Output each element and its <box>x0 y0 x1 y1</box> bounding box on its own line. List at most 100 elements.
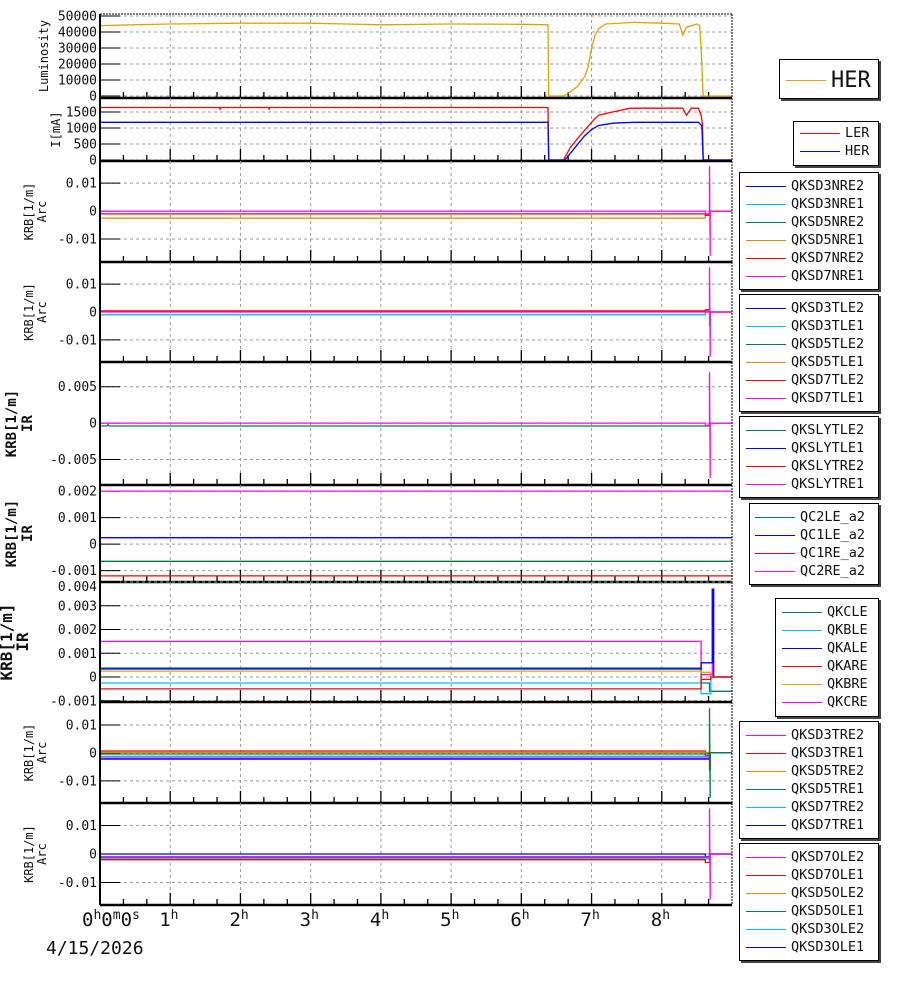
legend-label: QKALE <box>827 640 868 656</box>
legend-swatch <box>746 185 786 187</box>
legend-label: QKSD5NRE1 <box>791 232 865 248</box>
y-tick-label: -0.01 <box>58 774 97 789</box>
legend-panel-9: QKSD7OLE2 QKSD7OLE1 QKSD5OLE2 QKSD5OLE1 QKSD… <box>739 843 879 961</box>
y-tick-label: 0 <box>89 205 97 220</box>
legend-label: QKCRE <box>827 694 868 710</box>
legend-item: QKBLE <box>782 621 868 639</box>
y-axis-label: I[mA] <box>49 111 63 147</box>
legend-label: QKSD5TRE1 <box>791 781 865 797</box>
series-line-qkslytre1 <box>100 372 732 478</box>
legend-label: QKSD3OLE1 <box>791 939 865 955</box>
legend-label: QKSD3NRE2 <box>791 178 865 194</box>
x-tick-label: 0h0m0s <box>82 908 140 931</box>
legend-item: QKSD5TLE1 <box>746 353 864 371</box>
legend-swatch <box>746 752 786 754</box>
legend-item: QKSD5TRE2 <box>746 762 864 780</box>
legend-label: QC1LE_a2 <box>800 527 866 543</box>
legend-item: QKSD7OLE1 <box>746 866 864 884</box>
y-tick-label: 20000 <box>58 58 97 73</box>
y-tick-label: 0.002 <box>58 623 97 638</box>
series-line-her <box>100 21 732 97</box>
legend-item: QKCRE <box>782 693 868 711</box>
series-line-qkble <box>100 676 732 695</box>
legend-item: QKSD3TRE2 <box>746 726 864 744</box>
series-line-qksd5nre1 <box>100 210 732 219</box>
legend-label: QKSD3TLE2 <box>791 300 865 316</box>
legend-label: QKSD7TRE2 <box>791 799 865 815</box>
y-tick-label: 0.005 <box>58 380 97 395</box>
series-line-qkale <box>100 588 732 678</box>
legend-label: QKSD7OLE2 <box>791 849 865 865</box>
y-tick-label: 0.01 <box>66 718 97 733</box>
legend-label: QKSD7TLE2 <box>791 372 865 388</box>
legend-item: QKSD5TLE2 <box>746 335 864 353</box>
series-line-qksd5tre1 <box>100 708 732 798</box>
legend-item: QKSD3NRE2 <box>746 177 864 195</box>
legend-item: QKSD3OLE2 <box>746 920 864 938</box>
legend-label: QKSD5OLE1 <box>791 903 865 919</box>
y-tick-label: 1000 <box>66 122 97 137</box>
y-axis-label: KRB[1/m] <box>0 603 16 680</box>
legend-item: QKSLYTRE2 <box>746 457 864 475</box>
y-tick-label: 50000 <box>58 10 97 25</box>
y-tick-label: 0.01 <box>66 819 97 834</box>
legend-label: QKSD5TLE1 <box>791 354 865 370</box>
legend-swatch <box>746 397 786 399</box>
series-line-qksd7nre1 <box>100 166 732 256</box>
legend-item: QKSD7OLE2 <box>746 848 864 866</box>
y-tick-label: 40000 <box>58 26 97 41</box>
legend-item: QKARE <box>782 657 868 675</box>
y-tick-label: 0.001 <box>58 647 97 662</box>
legend-swatch <box>782 611 822 613</box>
x-tick-label: 6h <box>510 908 530 931</box>
legend-panel-6: QC2LE_a2 QC1LE_a2 QC1RE_a2 QC2RE_a2 <box>749 503 879 585</box>
legend-swatch <box>746 770 786 772</box>
legend-label: QKSD5TRE2 <box>791 763 865 779</box>
legend-label: QKSD3TRE1 <box>791 745 865 761</box>
legend-label: LER <box>845 125 870 141</box>
series-line-her <box>100 121 732 161</box>
y-tick-label: 0.01 <box>66 177 97 192</box>
legend-item: QKSD7NRE1 <box>746 267 864 285</box>
legend-swatch <box>746 465 786 467</box>
legend-item: QKBRE <box>782 675 868 693</box>
y-axis-label: KRB[1/m] <box>22 825 36 883</box>
legend-swatch <box>746 221 786 223</box>
legend-item: QKCLE <box>782 603 868 621</box>
legend-item: QKSD7TRE1 <box>746 816 864 834</box>
series-line-ler <box>100 106 732 161</box>
legend-swatch <box>746 856 786 858</box>
legend-label: QKBRE <box>827 676 868 692</box>
legend-panel-1: HER <box>779 59 879 99</box>
legend-label: HER <box>845 143 870 159</box>
legend-panel-7: QKCLE QKBLE QKALE QKARE QKBRE QKCRE <box>775 598 879 717</box>
y-tick-label: 0 <box>89 538 97 553</box>
legend-item: QC2RE_a2 <box>755 562 865 580</box>
legend-item: LER <box>800 124 869 142</box>
series-line-qksd3tle1 <box>100 309 732 327</box>
legend-label: QKSLYTLE1 <box>791 440 865 456</box>
legend-label: QC1RE_a2 <box>800 545 866 561</box>
legend-label: QKSD5OLE2 <box>791 885 865 901</box>
y-tick-label: -0.01 <box>58 876 97 891</box>
legend-label: QC2RE_a2 <box>800 563 866 579</box>
legend-item: QKSD5TRE1 <box>746 780 864 798</box>
y-tick-label: 0.002 <box>58 485 97 500</box>
legend-swatch <box>755 570 795 572</box>
legend-swatch <box>746 239 786 241</box>
legend-panel-5: QKSLYTLE2 QKSLYTLE1 QKSLYTRE2 QKSLYTRE1 <box>739 416 879 498</box>
y-axis-label: Arc <box>35 843 49 865</box>
legend-swatch <box>786 79 826 81</box>
series-line-qksd7tle1 <box>100 267 732 357</box>
legend-label: QKSD3NRE1 <box>791 196 865 212</box>
legend-label: QKSLYTLE2 <box>791 422 865 438</box>
legend-label: QKSD7OLE1 <box>791 867 865 883</box>
legend-label: QKSD3TLE1 <box>791 318 865 334</box>
legend-swatch <box>755 552 795 554</box>
legend-item: HER <box>786 68 871 93</box>
legend-item: QKSD5NRE1 <box>746 231 864 249</box>
y-axis-label: KRB[1/m] <box>22 724 36 782</box>
legend-item: QKSLYTLE2 <box>746 421 864 439</box>
legend-item: QKSD5NRE2 <box>746 213 864 231</box>
